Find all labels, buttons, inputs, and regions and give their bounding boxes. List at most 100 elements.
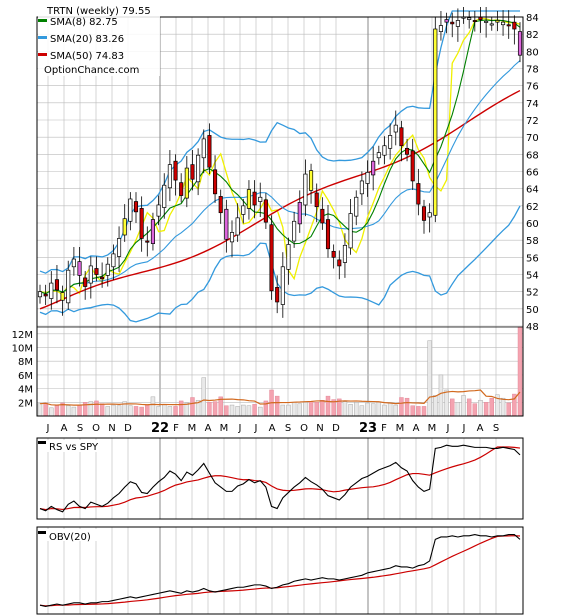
candle-body xyxy=(455,20,460,27)
candle-body xyxy=(376,152,381,159)
volume-bar xyxy=(105,406,110,417)
candle-body xyxy=(150,219,155,244)
volume-bar xyxy=(94,400,99,417)
candle-body xyxy=(286,244,291,270)
month-label: N xyxy=(316,423,323,434)
volume-bar xyxy=(207,402,212,417)
volume-bar xyxy=(387,402,393,417)
candle-body xyxy=(416,183,421,205)
candle-body xyxy=(495,20,500,23)
volume-bar xyxy=(472,403,478,417)
volume-bar xyxy=(354,402,359,417)
volume-bar xyxy=(399,397,404,417)
price-tick-label: 74 xyxy=(526,99,539,110)
chart-frames xyxy=(36,16,524,615)
volume-bar xyxy=(466,398,472,417)
volume-bar xyxy=(229,404,235,417)
candle-body xyxy=(43,293,48,297)
volume-bar xyxy=(66,405,71,417)
rs-panel-frame xyxy=(36,437,524,520)
month-label: J xyxy=(238,423,242,434)
volume-bar xyxy=(88,401,94,417)
obv-panel-label: OBV(20) xyxy=(49,532,91,543)
sma8-line xyxy=(39,19,521,295)
month-label: S xyxy=(285,423,291,434)
price-tick-label: 54 xyxy=(526,271,539,282)
volume-bar xyxy=(99,403,105,417)
candle-body xyxy=(235,217,240,236)
volume-bar xyxy=(438,374,444,417)
candle-body xyxy=(399,127,404,147)
legend-swatch-sma20 xyxy=(38,36,47,39)
volume-bar xyxy=(128,405,133,417)
legend-sma20: SMA(20) 83.26 xyxy=(50,34,124,45)
month-label: J xyxy=(254,423,258,434)
month-label: A xyxy=(205,423,212,434)
month-label: M xyxy=(396,423,405,434)
yellow-average-line xyxy=(39,17,521,296)
volume-bar xyxy=(433,395,438,417)
candle-body xyxy=(438,25,443,32)
candle-body xyxy=(196,154,201,183)
month-label: D xyxy=(332,423,340,434)
volume-bar xyxy=(297,403,302,417)
volume-bar xyxy=(246,405,252,417)
candle-body xyxy=(489,23,494,26)
candle-body xyxy=(83,277,88,287)
volume-bar xyxy=(201,377,206,417)
rs-panel-label: RS vs SPY xyxy=(49,442,99,453)
legend-background xyxy=(38,5,160,76)
candle-body xyxy=(331,250,336,258)
month-label: 22 xyxy=(151,421,169,436)
candle-body xyxy=(167,164,172,189)
candle-body xyxy=(444,19,449,23)
candle-body xyxy=(275,287,280,303)
price-tick-label: 66 xyxy=(526,168,539,179)
volume-bar xyxy=(224,405,229,417)
candle-body xyxy=(49,282,54,299)
volume-bar xyxy=(156,406,161,417)
price-tick-label: 58 xyxy=(526,236,539,247)
volume-bar xyxy=(517,326,523,417)
rs-label-bg xyxy=(38,440,102,452)
candle-body xyxy=(94,268,99,275)
candle-body xyxy=(77,261,82,276)
month-label: S xyxy=(77,423,83,434)
price-plot-group xyxy=(37,7,523,323)
volume-bar xyxy=(133,406,139,417)
volume-bar xyxy=(167,406,173,417)
month-label: J xyxy=(46,423,50,434)
volume-bar xyxy=(421,406,427,417)
volume-bar xyxy=(252,404,257,417)
candle-body xyxy=(280,266,285,305)
candle-body xyxy=(303,173,308,206)
legend-sma50: SMA(50) 74.83 xyxy=(50,51,124,62)
candle-body xyxy=(139,208,144,239)
volume-bar xyxy=(455,402,461,417)
volume-bar xyxy=(370,403,376,417)
candle-body xyxy=(100,276,105,280)
volume-bar xyxy=(506,402,511,417)
candle-body xyxy=(371,160,376,176)
candle-body xyxy=(467,17,472,20)
volume-bar xyxy=(150,396,156,417)
candle-body xyxy=(133,201,139,213)
price-tick-label: 76 xyxy=(526,82,539,93)
volume-bar xyxy=(190,397,195,417)
volume-bar xyxy=(71,406,77,417)
candle-body xyxy=(162,184,167,208)
volume-bar xyxy=(111,404,116,417)
legend-sma8: SMA(8) 82.75 xyxy=(50,17,118,28)
ticker-label: TRTN (weekly) 79.55 xyxy=(46,6,151,17)
volume-bar xyxy=(325,395,331,417)
candle-body xyxy=(224,208,229,240)
candle-body xyxy=(241,205,246,215)
price-tick-label: 78 xyxy=(526,65,539,76)
month-label: A xyxy=(477,423,484,434)
candle-body xyxy=(393,124,398,133)
volume-bar xyxy=(178,400,184,417)
candle-body xyxy=(309,170,314,191)
candle-body xyxy=(218,196,223,214)
